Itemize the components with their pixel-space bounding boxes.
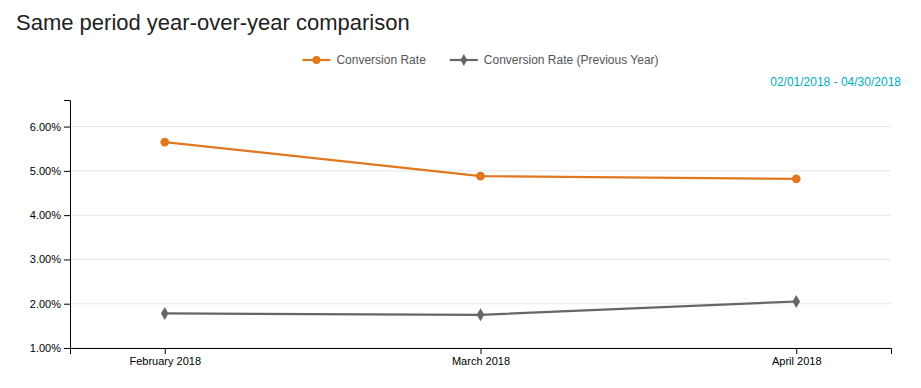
chart: Same period year-over-year comparison 02/… <box>0 0 921 388</box>
x-tick-mark <box>165 348 166 354</box>
y-tick-mark <box>64 304 70 305</box>
legend-label: Conversion Rate (Previous Year) <box>484 53 659 67</box>
y-tick-mark <box>64 348 70 349</box>
point <box>160 138 169 147</box>
series-markers <box>161 295 800 321</box>
y-tick: 2.00% <box>30 298 70 310</box>
y-tick-label: 5.00% <box>30 165 61 177</box>
point <box>161 307 169 320</box>
plot-area: 1.00% 2.00% 3.00% 4.00% 5.00% 6.00% February 2… <box>30 101 892 367</box>
x-tick-mark <box>796 348 797 354</box>
subtitle: 02/01/2018 - 04/30/2018 <box>770 75 901 89</box>
y-tick-mark <box>64 259 70 260</box>
y-axis-line <box>64 101 71 349</box>
point <box>792 174 801 183</box>
x-tick-label: February 2018 <box>129 355 201 367</box>
grid-line <box>70 259 891 260</box>
y-tick-mark <box>64 215 70 216</box>
y-axis: 1.00% 2.00% 3.00% 4.00% 5.00% 6.00% <box>30 101 71 355</box>
x-tick: April 2018 <box>772 348 822 367</box>
y-tick-label: 3.00% <box>30 253 61 265</box>
x-axis-line <box>71 349 892 355</box>
y-tick: 3.00% <box>30 253 70 265</box>
x-tick-label: March 2018 <box>452 355 510 367</box>
x-tick: February 2018 <box>129 348 201 367</box>
y-tick-label: 4.00% <box>30 209 61 221</box>
point <box>476 172 485 181</box>
y-tick: 4.00% <box>30 209 70 221</box>
point <box>477 308 485 321</box>
legend-label: Conversion Rate <box>336 53 426 67</box>
grid-line <box>70 126 891 127</box>
y-tick-label: 2.00% <box>30 298 61 310</box>
title: Same period year-over-year comparison <box>16 10 410 35</box>
series-markers <box>160 138 800 183</box>
y-tick-label: 1.00% <box>30 342 61 354</box>
grid-line <box>70 170 891 171</box>
x-tick: March 2018 <box>452 348 510 367</box>
legend-item: Conversion Rate (Previous Year) <box>450 53 659 67</box>
legend-item: Conversion Rate <box>302 53 426 67</box>
y-tick: 1.00% <box>30 342 70 354</box>
y-tick: 6.00% <box>30 121 70 133</box>
grid-line <box>70 215 891 216</box>
x-axis: February 2018 March 2018 April 2018 <box>71 348 892 367</box>
y-tick-mark <box>64 171 70 172</box>
legend-marker <box>460 54 467 66</box>
marks <box>160 138 800 322</box>
y-tick-label: 6.00% <box>30 121 61 133</box>
legend-marker <box>312 56 320 64</box>
point <box>792 295 800 308</box>
y-tick: 5.00% <box>30 165 70 177</box>
y-tick-mark <box>64 127 70 128</box>
x-tick-label: April 2018 <box>772 355 822 367</box>
grid <box>70 127 891 348</box>
legend: Conversion Rate Conversion Rate (Previous… <box>302 53 658 67</box>
x-tick-mark <box>481 348 482 354</box>
